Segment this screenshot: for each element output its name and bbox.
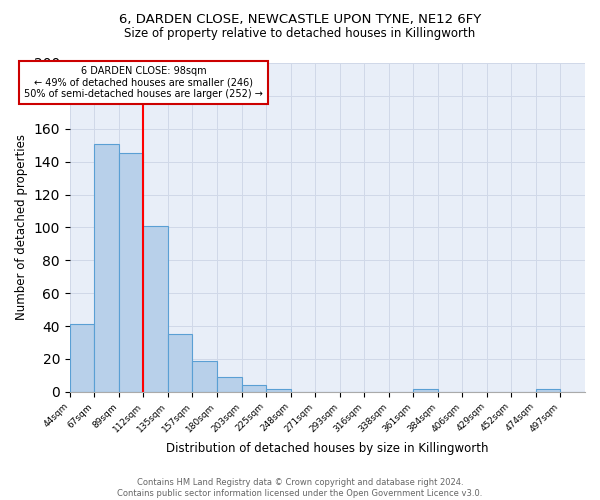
Bar: [536, 388, 560, 392]
Bar: [168, 334, 193, 392]
Bar: [193, 360, 217, 392]
Bar: [143, 226, 168, 392]
Bar: [119, 154, 143, 392]
Bar: [242, 386, 266, 392]
Text: 6 DARDEN CLOSE: 98sqm
← 49% of detached houses are smaller (246)
50% of semi-det: 6 DARDEN CLOSE: 98sqm ← 49% of detached …: [24, 66, 263, 100]
Y-axis label: Number of detached properties: Number of detached properties: [15, 134, 28, 320]
Text: Contains HM Land Registry data © Crown copyright and database right 2024.
Contai: Contains HM Land Registry data © Crown c…: [118, 478, 482, 498]
Bar: [94, 144, 119, 392]
Bar: [217, 377, 242, 392]
X-axis label: Distribution of detached houses by size in Killingworth: Distribution of detached houses by size …: [166, 442, 488, 455]
Bar: [413, 388, 438, 392]
Text: 6, DARDEN CLOSE, NEWCASTLE UPON TYNE, NE12 6FY: 6, DARDEN CLOSE, NEWCASTLE UPON TYNE, NE…: [119, 12, 481, 26]
Text: Size of property relative to detached houses in Killingworth: Size of property relative to detached ho…: [124, 28, 476, 40]
Bar: [266, 388, 290, 392]
Bar: [70, 324, 94, 392]
